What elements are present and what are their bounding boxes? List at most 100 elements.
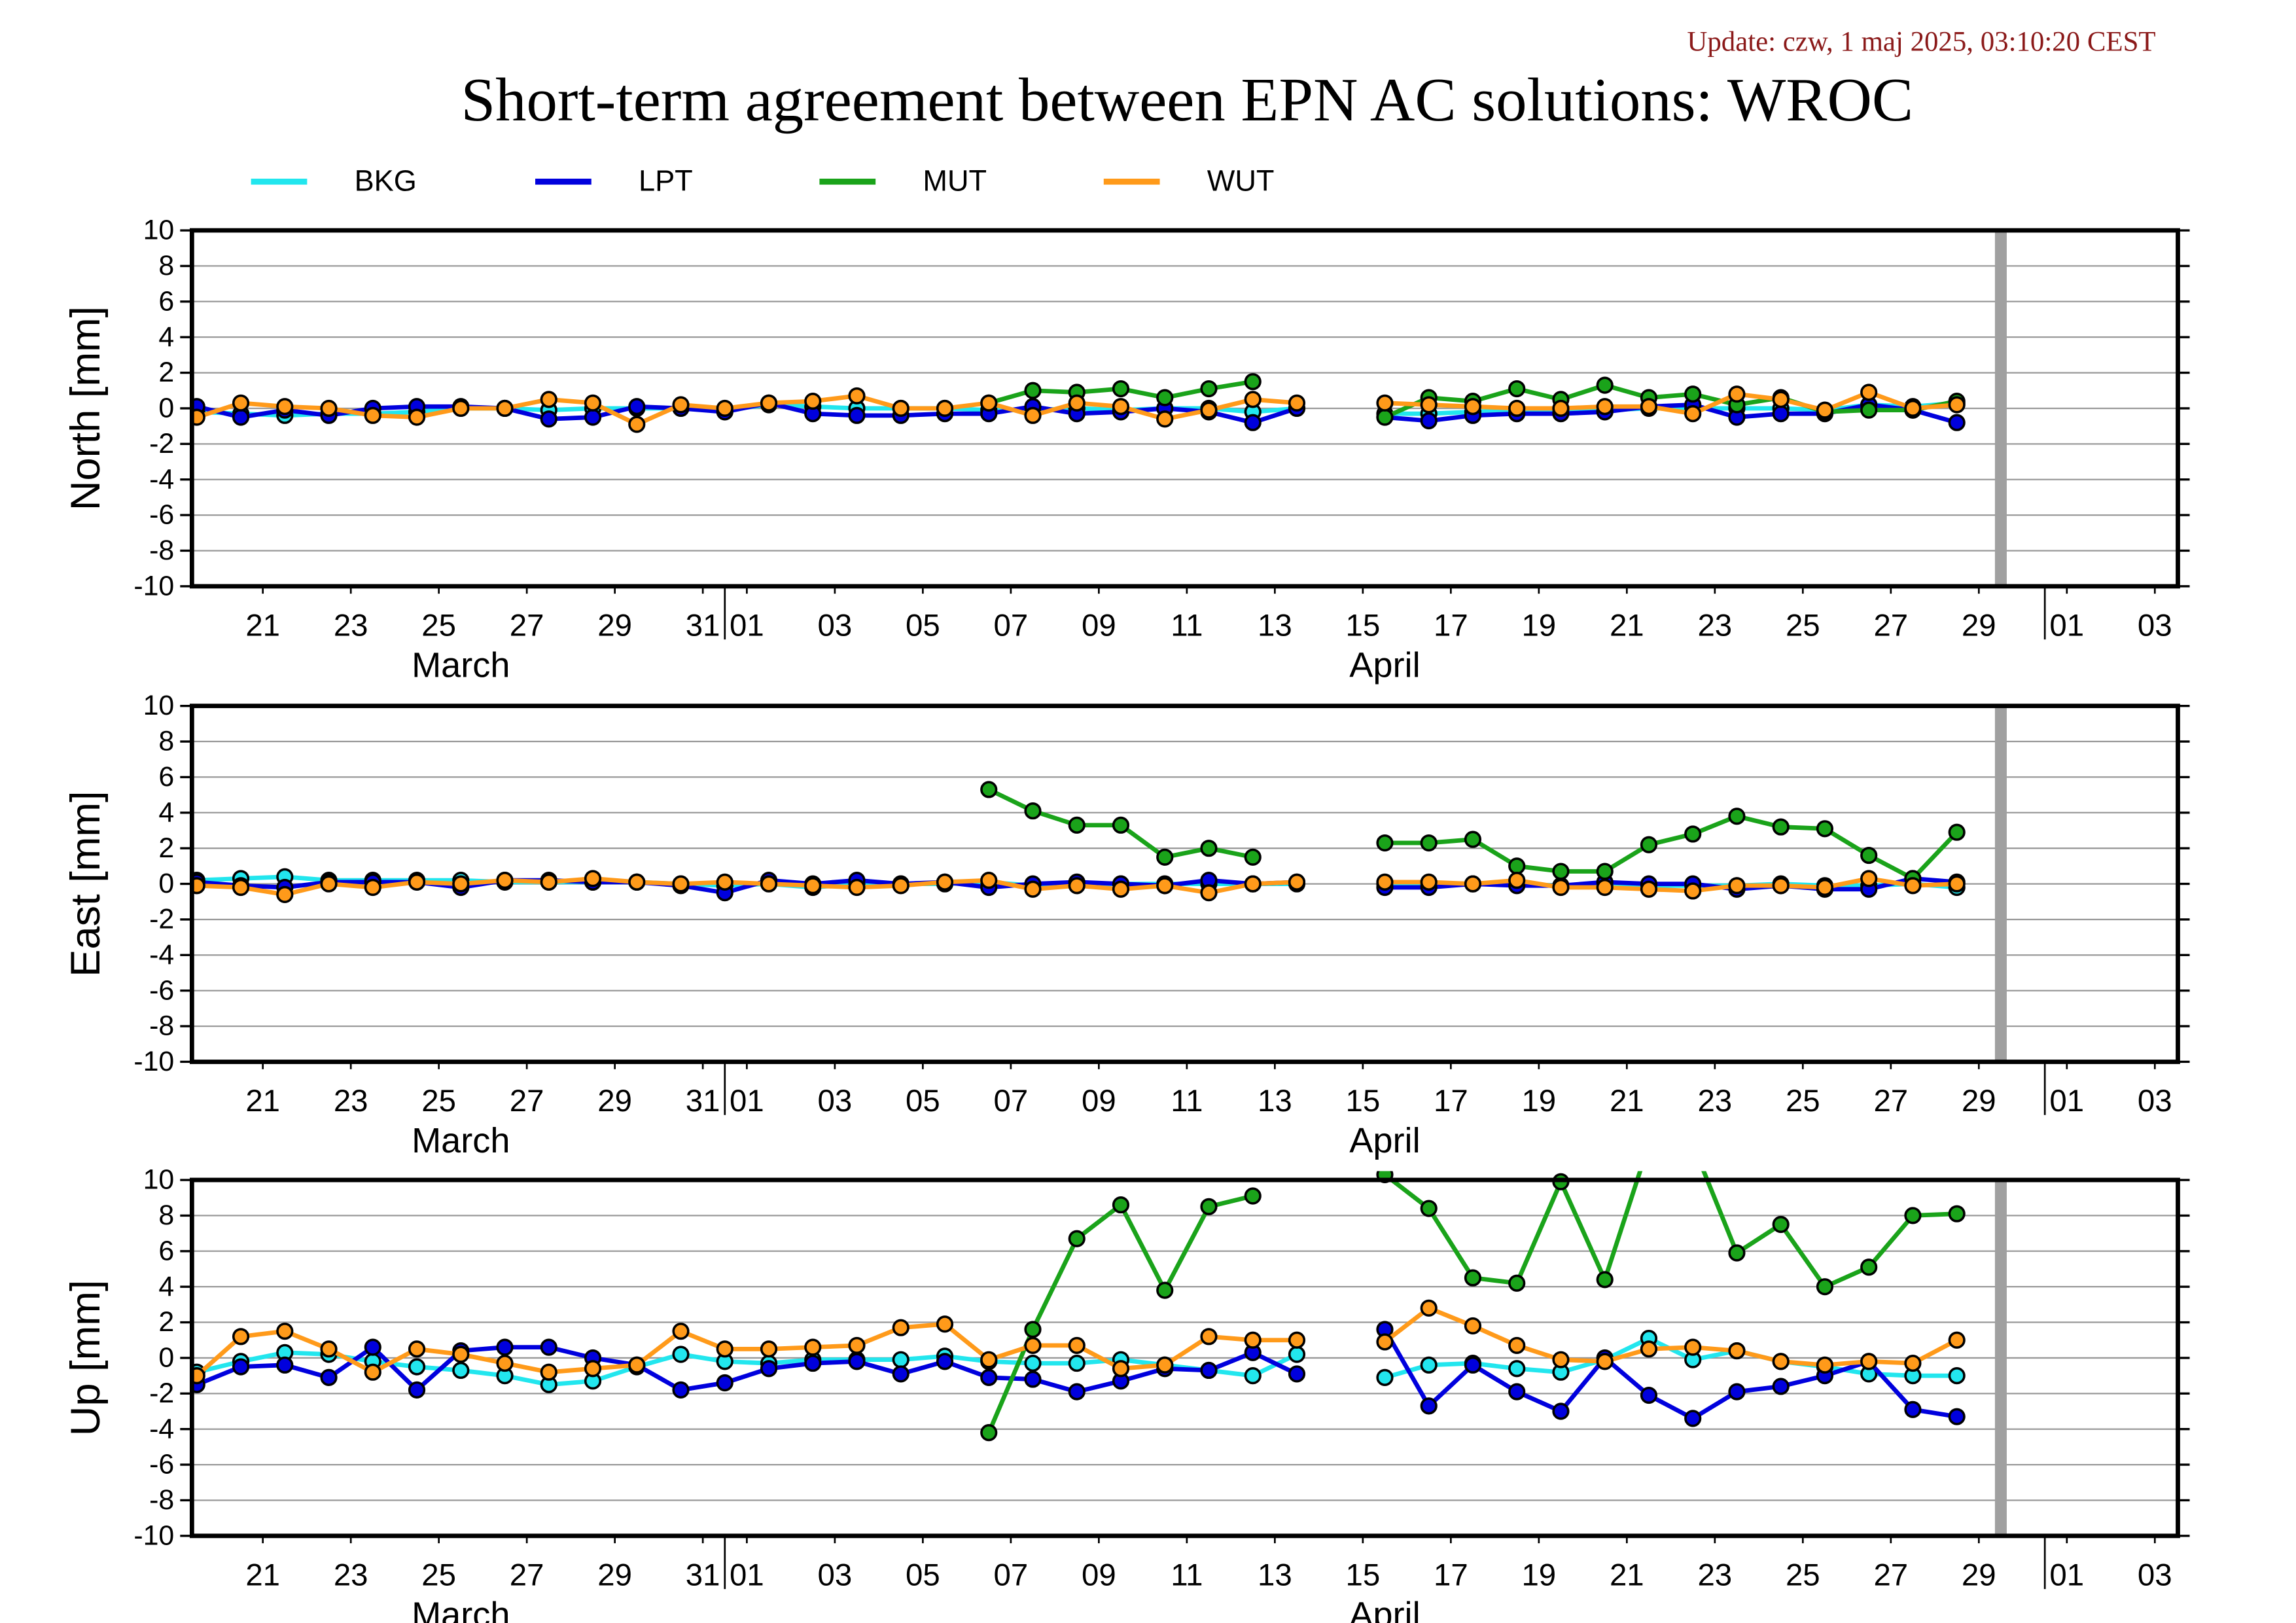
- data-point: [1024, 880, 1042, 898]
- data-point: [540, 391, 557, 408]
- data-point: [760, 394, 778, 412]
- x-tick-label: 27: [1873, 1558, 1908, 1593]
- y-tick-label: -4: [149, 1413, 174, 1444]
- data-point: [1508, 380, 1526, 398]
- x-tick-label: 29: [597, 1558, 632, 1593]
- data-point: [1728, 877, 1746, 895]
- data-point: [1552, 1351, 1570, 1368]
- plot-area: [192, 1137, 1966, 1442]
- data-point: [1244, 1187, 1262, 1205]
- data-point: [1596, 398, 1614, 416]
- data-point: [1860, 383, 1878, 401]
- x-tick-label: 13: [1258, 1558, 1292, 1593]
- y-tick-label: 8: [158, 250, 174, 281]
- data-point: [1860, 401, 1878, 419]
- data-point: [408, 408, 426, 426]
- month-label: March: [412, 1595, 510, 1623]
- data-point: [496, 1355, 514, 1372]
- data-point: [1816, 401, 1834, 419]
- y-tick-label: -10: [133, 1520, 174, 1551]
- data-point: [1948, 823, 1966, 841]
- y-tick-label: -2: [149, 1378, 174, 1409]
- x-tick-label: 13: [1258, 1084, 1292, 1118]
- x-tick-label: 21: [245, 1558, 280, 1593]
- x-tick-label: 01: [2049, 1084, 2084, 1118]
- data-point: [1112, 1360, 1130, 1378]
- y-tick-label: 6: [158, 761, 174, 793]
- data-point: [1772, 1215, 1790, 1234]
- data-point: [1642, 1137, 1657, 1152]
- data-point: [1508, 1383, 1526, 1400]
- data-point: [1640, 836, 1658, 853]
- data-point: [1068, 1355, 1086, 1372]
- data-point: [1024, 1370, 1042, 1388]
- x-tick-label: 23: [1697, 1558, 1732, 1593]
- chart-title: Short-term agreement between EPN AC solu…: [461, 66, 1913, 134]
- data-point: [1464, 1356, 1482, 1374]
- x-tick-label: 29: [1962, 1084, 1996, 1118]
- data-point: [364, 878, 381, 897]
- data-point: [584, 394, 602, 412]
- y-tick-label: 4: [158, 796, 174, 828]
- data-point: [1596, 878, 1614, 897]
- data-point: [804, 392, 822, 410]
- y-tick-label: -6: [149, 974, 174, 1006]
- data-point: [1200, 1328, 1218, 1346]
- data-point: [452, 1346, 470, 1363]
- data-point: [1420, 396, 1438, 414]
- series-line: [987, 1194, 1254, 1434]
- data-point: [892, 877, 910, 895]
- data-point: [1156, 877, 1174, 895]
- data-point: [1244, 1367, 1262, 1385]
- x-tick-label: 03: [818, 1084, 853, 1118]
- data-point: [1684, 882, 1702, 900]
- y-tick-label: -10: [133, 1046, 174, 1077]
- x-tick-label: 31: [686, 1558, 720, 1593]
- data-point: [1464, 398, 1482, 416]
- x-tick-label: 07: [994, 1558, 1029, 1593]
- data-point: [540, 1338, 557, 1356]
- data-point: [1156, 1356, 1174, 1374]
- y-tick-label: -8: [149, 1484, 174, 1516]
- x-tick-label: 27: [1873, 609, 1908, 643]
- data-point: [628, 873, 646, 891]
- data-point: [1948, 396, 1966, 414]
- data-point: [892, 1351, 910, 1368]
- y-tick-label: 2: [158, 1306, 174, 1338]
- data-point: [1200, 380, 1218, 398]
- data-point: [1376, 1333, 1394, 1351]
- x-tick-label: 27: [510, 1558, 544, 1593]
- data-point: [628, 1356, 646, 1374]
- data-point: [1772, 818, 1790, 836]
- data-point: [232, 1358, 250, 1376]
- data-point: [980, 872, 998, 889]
- data-point: [1420, 1356, 1438, 1374]
- data-point: [1288, 1346, 1306, 1363]
- x-tick-label: 31: [686, 1084, 720, 1118]
- data-point: [276, 885, 294, 903]
- x-tick-label: 03: [818, 1558, 853, 1593]
- y-tick-label: 0: [158, 868, 174, 899]
- plot-frame: [189, 1177, 2180, 1539]
- data-point: [1904, 1355, 1922, 1372]
- month-label: March: [412, 1121, 510, 1160]
- data-point: [672, 1346, 690, 1363]
- x-tick-label: 07: [994, 1084, 1029, 1118]
- data-point: [1112, 1196, 1130, 1214]
- data-point: [716, 1374, 733, 1392]
- data-point: [408, 873, 426, 891]
- data-point: [1200, 884, 1218, 902]
- data-point: [1640, 1386, 1658, 1404]
- update-time: Update: czw, 1 maj 2025, 03:10:20 CEST: [1687, 27, 2155, 58]
- data-point: [232, 394, 250, 412]
- data-point: [1904, 399, 1922, 418]
- data-point: [408, 1381, 426, 1399]
- data-point: [1244, 373, 1262, 391]
- month-label: April: [1349, 1595, 1420, 1623]
- data-point: [232, 1328, 250, 1346]
- y-tick-label: 0: [158, 393, 174, 424]
- data-point: [1508, 872, 1526, 889]
- current-day-marker: [1994, 1180, 2007, 1536]
- data-point: [1816, 1356, 1834, 1374]
